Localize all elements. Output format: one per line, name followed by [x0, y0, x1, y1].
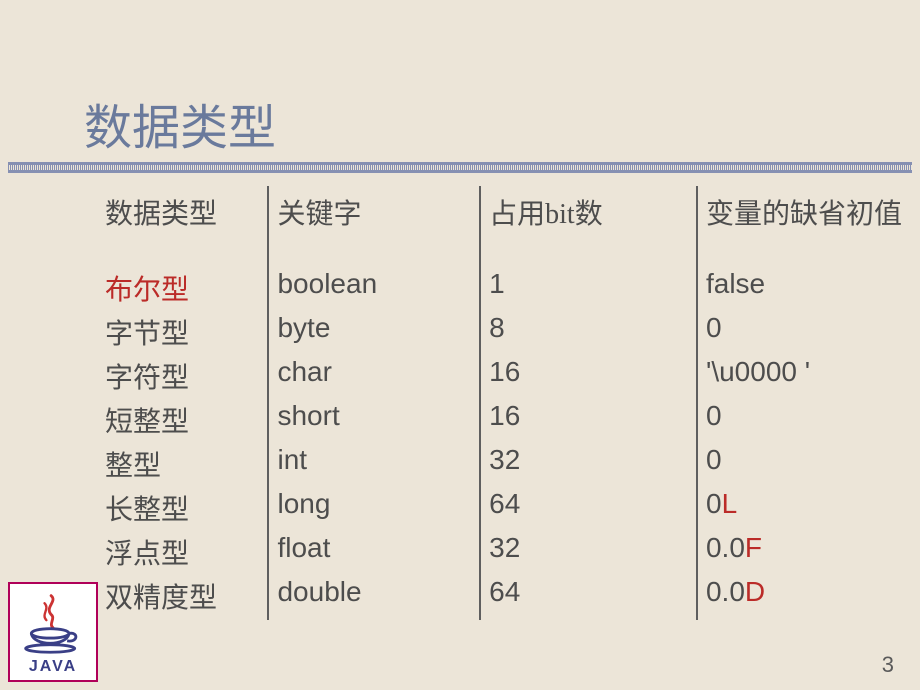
cell-bits: 64: [480, 576, 697, 620]
cell-type: 双精度型: [97, 576, 268, 620]
default-prefix: '\u0000 ': [706, 356, 810, 387]
horizontal-rule: [8, 162, 912, 173]
cell-default: 0.0F: [697, 532, 920, 576]
table-row: 短整型 short 16 0: [97, 400, 920, 444]
cell-keyword: long: [268, 488, 480, 532]
col-header-type: 数据类型: [97, 186, 268, 268]
cell-type: 浮点型: [97, 532, 268, 576]
default-prefix: 0: [706, 488, 722, 519]
cell-keyword: int: [268, 444, 480, 488]
table-row: 浮点型 float 32 0.0F: [97, 532, 920, 576]
cell-bits: 1: [480, 268, 697, 312]
col-header-bits: 占用bit数: [480, 186, 697, 268]
cell-keyword: double: [268, 576, 480, 620]
cell-bits: 16: [480, 356, 697, 400]
cell-type: 字节型: [97, 312, 268, 356]
table-row: 双精度型 double 64 0.0D: [97, 576, 920, 620]
cell-bits: 64: [480, 488, 697, 532]
cell-type: 整型: [97, 444, 268, 488]
default-prefix: 0.0: [706, 576, 745, 607]
default-prefix: 0: [706, 400, 722, 431]
cell-keyword: char: [268, 356, 480, 400]
cell-bits: 16: [480, 400, 697, 444]
table-row: 长整型 long 64 0L: [97, 488, 920, 532]
cell-type: 短整型: [97, 400, 268, 444]
default-suffix: L: [722, 488, 738, 519]
col-header-keyword: 关键字: [268, 186, 480, 268]
cell-bits: 32: [480, 532, 697, 576]
default-prefix: 0: [706, 312, 722, 343]
cell-bits: 8: [480, 312, 697, 356]
table-row: 字符型 char 16 '\u0000 ': [97, 356, 920, 400]
cell-default: 0: [697, 444, 920, 488]
cell-keyword: byte: [268, 312, 480, 356]
cell-default: 0: [697, 312, 920, 356]
default-prefix: 0.0: [706, 532, 745, 563]
default-prefix: false: [706, 268, 765, 299]
data-types-table: 数据类型 关键字 占用bit数 变量的缺省初值 布尔型 boolean 1 fa…: [97, 186, 920, 620]
slide: 数据类型 数据类型 关键字 占用bit数 变量的缺省初值 布尔型 boolean…: [0, 0, 920, 690]
col-header-default: 变量的缺省初值: [697, 186, 920, 268]
default-suffix: D: [745, 576, 765, 607]
java-cup-icon: [18, 590, 88, 656]
cell-type: 长整型: [97, 488, 268, 532]
table-row: 布尔型 boolean 1 false: [97, 268, 920, 312]
cell-default: '\u0000 ': [697, 356, 920, 400]
default-prefix: 0: [706, 444, 722, 475]
cell-default: 0L: [697, 488, 920, 532]
cell-default: 0.0D: [697, 576, 920, 620]
table-row: 整型 int 32 0: [97, 444, 920, 488]
cell-keyword: boolean: [268, 268, 480, 312]
cell-type: 布尔型: [97, 268, 268, 312]
cell-keyword: short: [268, 400, 480, 444]
table-header-row: 数据类型 关键字 占用bit数 变量的缺省初值: [97, 186, 920, 268]
data-types-table-wrap: 数据类型 关键字 占用bit数 变量的缺省初值 布尔型 boolean 1 fa…: [97, 186, 920, 620]
page-title: 数据类型: [84, 88, 276, 158]
cell-default: false: [697, 268, 920, 312]
cell-bits: 32: [480, 444, 697, 488]
table-row: 字节型 byte 8 0: [97, 312, 920, 356]
java-logo: JAVA: [8, 582, 98, 682]
page-number: 3: [882, 652, 894, 678]
java-logo-text: JAVA: [10, 658, 96, 676]
cell-keyword: float: [268, 532, 480, 576]
default-suffix: F: [745, 532, 762, 563]
cell-default: 0: [697, 400, 920, 444]
cell-type: 字符型: [97, 356, 268, 400]
